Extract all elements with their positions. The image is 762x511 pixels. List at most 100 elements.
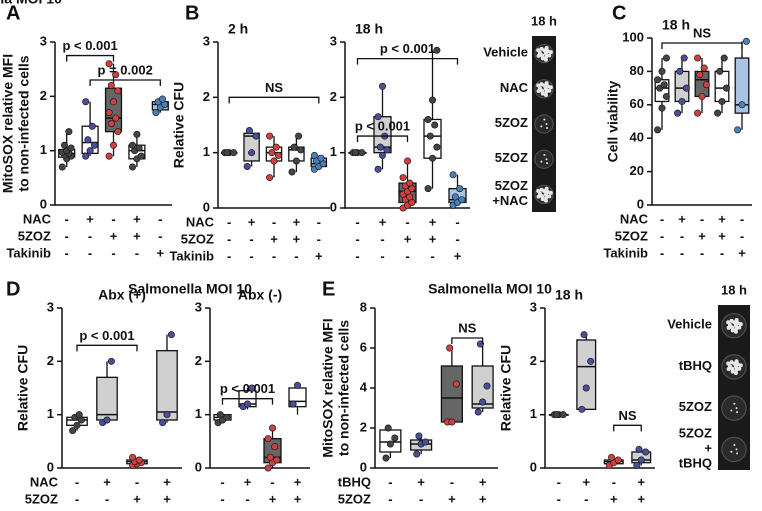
condition-label: NAC bbox=[620, 211, 649, 226]
data-point bbox=[67, 144, 75, 152]
significance-label: p = 0.002 bbox=[98, 62, 153, 77]
colony bbox=[733, 444, 736, 447]
data-point bbox=[88, 122, 96, 130]
data-point bbox=[654, 76, 662, 84]
colony bbox=[729, 318, 734, 323]
data-point bbox=[660, 81, 668, 89]
colony bbox=[547, 53, 552, 58]
data-point bbox=[58, 163, 66, 171]
colony bbox=[733, 371, 738, 376]
condition-sign: - bbox=[75, 474, 79, 489]
significance-label: NS bbox=[618, 408, 636, 423]
y-tick-label: 100 bbox=[622, 29, 644, 44]
colony bbox=[735, 407, 738, 410]
data-point bbox=[674, 109, 682, 117]
condition-sign: - bbox=[65, 211, 69, 226]
condition-sign: + bbox=[417, 474, 425, 489]
colony bbox=[730, 369, 735, 374]
y-tick-label: 1 bbox=[330, 144, 337, 159]
data-point bbox=[702, 81, 710, 89]
data-point bbox=[637, 456, 645, 464]
data-point bbox=[268, 424, 276, 432]
condition-sign: - bbox=[249, 248, 253, 263]
colony bbox=[548, 50, 553, 55]
colony bbox=[540, 56, 545, 61]
y-tick-label: 3 bbox=[195, 299, 202, 314]
y-axis-label: Relative CFU bbox=[171, 82, 187, 168]
data-point bbox=[458, 196, 466, 204]
panel-title: Salmonella MOI 10 bbox=[128, 281, 252, 297]
data-point bbox=[274, 151, 282, 159]
box bbox=[96, 376, 118, 421]
colony bbox=[539, 187, 544, 192]
data-point bbox=[582, 384, 590, 392]
y-tick-label: 2 bbox=[203, 89, 210, 104]
significance-bracket bbox=[451, 337, 484, 344]
data-point bbox=[129, 141, 137, 149]
data-point bbox=[137, 152, 145, 160]
condition-sign: - bbox=[380, 248, 384, 263]
colony bbox=[738, 322, 743, 327]
data-point bbox=[614, 456, 622, 464]
y-tick-label: 0 bbox=[360, 459, 367, 474]
colony bbox=[548, 85, 553, 90]
data-point bbox=[399, 174, 407, 182]
condition-sign: - bbox=[660, 245, 664, 260]
plate-row-label: 5ZOZ +NAC bbox=[492, 178, 528, 208]
condition-sign: - bbox=[557, 491, 561, 506]
data-point bbox=[608, 453, 616, 461]
condition-sign: - bbox=[249, 231, 253, 246]
data-point bbox=[662, 54, 670, 62]
data-point bbox=[587, 357, 595, 365]
y-tick-label: 60 bbox=[630, 96, 644, 111]
colony bbox=[546, 126, 549, 129]
data-point bbox=[135, 456, 143, 464]
panel-letter: C bbox=[612, 2, 626, 24]
condition-sign: - bbox=[65, 228, 69, 243]
condition-sign: + bbox=[294, 474, 302, 489]
data-point bbox=[82, 152, 90, 160]
colony bbox=[536, 89, 541, 94]
significance-bracket bbox=[613, 424, 642, 432]
data-point bbox=[129, 453, 137, 461]
condition-sign: - bbox=[75, 491, 79, 506]
condition-sign: + bbox=[269, 491, 277, 506]
data-point bbox=[680, 54, 688, 62]
condition-sign: - bbox=[740, 211, 744, 226]
y-tick-label: 0 bbox=[40, 196, 47, 211]
y-axis-label: Cell viability bbox=[605, 80, 621, 162]
condition-sign: + bbox=[582, 474, 590, 489]
data-point bbox=[84, 136, 92, 144]
data-point bbox=[382, 454, 390, 462]
data-point bbox=[216, 411, 224, 419]
condition-sign: - bbox=[388, 474, 392, 489]
condition-sign: + bbox=[718, 211, 726, 226]
data-point bbox=[110, 141, 118, 149]
y-tick-label: 3 bbox=[47, 299, 54, 314]
colony bbox=[543, 118, 546, 121]
data-point bbox=[426, 132, 434, 140]
condition-sign: - bbox=[388, 491, 392, 506]
data-point bbox=[107, 81, 115, 89]
y-axis-label: to non-infected cells bbox=[336, 320, 352, 456]
condition-sign: - bbox=[220, 491, 224, 506]
data-point bbox=[273, 456, 281, 464]
significance-bracket bbox=[66, 54, 115, 62]
condition-sign: - bbox=[680, 245, 684, 260]
plate-row-label: Vehicle bbox=[483, 45, 528, 60]
condition-sign: + bbox=[293, 231, 301, 246]
data-point bbox=[152, 109, 160, 117]
data-point bbox=[248, 384, 256, 392]
colony bbox=[734, 318, 739, 323]
data-point bbox=[424, 115, 432, 123]
data-point bbox=[428, 154, 436, 162]
data-point bbox=[378, 82, 386, 90]
condition-sign: - bbox=[700, 211, 704, 226]
data-point bbox=[580, 331, 588, 339]
condition-sign: + bbox=[86, 211, 94, 226]
colony bbox=[536, 189, 541, 194]
data-point bbox=[266, 453, 274, 461]
data-point bbox=[129, 163, 137, 171]
data-point bbox=[448, 418, 456, 426]
plate-row-label: 5ZOZ bbox=[495, 151, 528, 166]
